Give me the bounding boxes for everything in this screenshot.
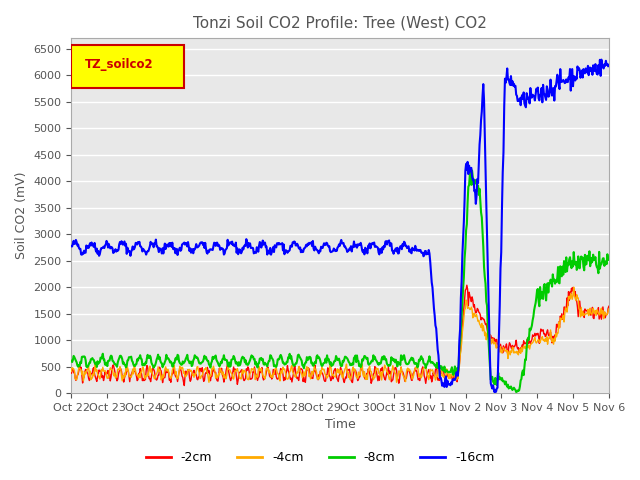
FancyBboxPatch shape <box>72 45 184 88</box>
X-axis label: Time: Time <box>324 419 355 432</box>
Text: TZ_soilco2: TZ_soilco2 <box>85 58 154 72</box>
Legend: -2cm, -4cm, -8cm, -16cm: -2cm, -4cm, -8cm, -16cm <box>141 446 499 469</box>
Y-axis label: Soil CO2 (mV): Soil CO2 (mV) <box>15 172 28 259</box>
Title: Tonzi Soil CO2 Profile: Tree (West) CO2: Tonzi Soil CO2 Profile: Tree (West) CO2 <box>193 15 487 30</box>
